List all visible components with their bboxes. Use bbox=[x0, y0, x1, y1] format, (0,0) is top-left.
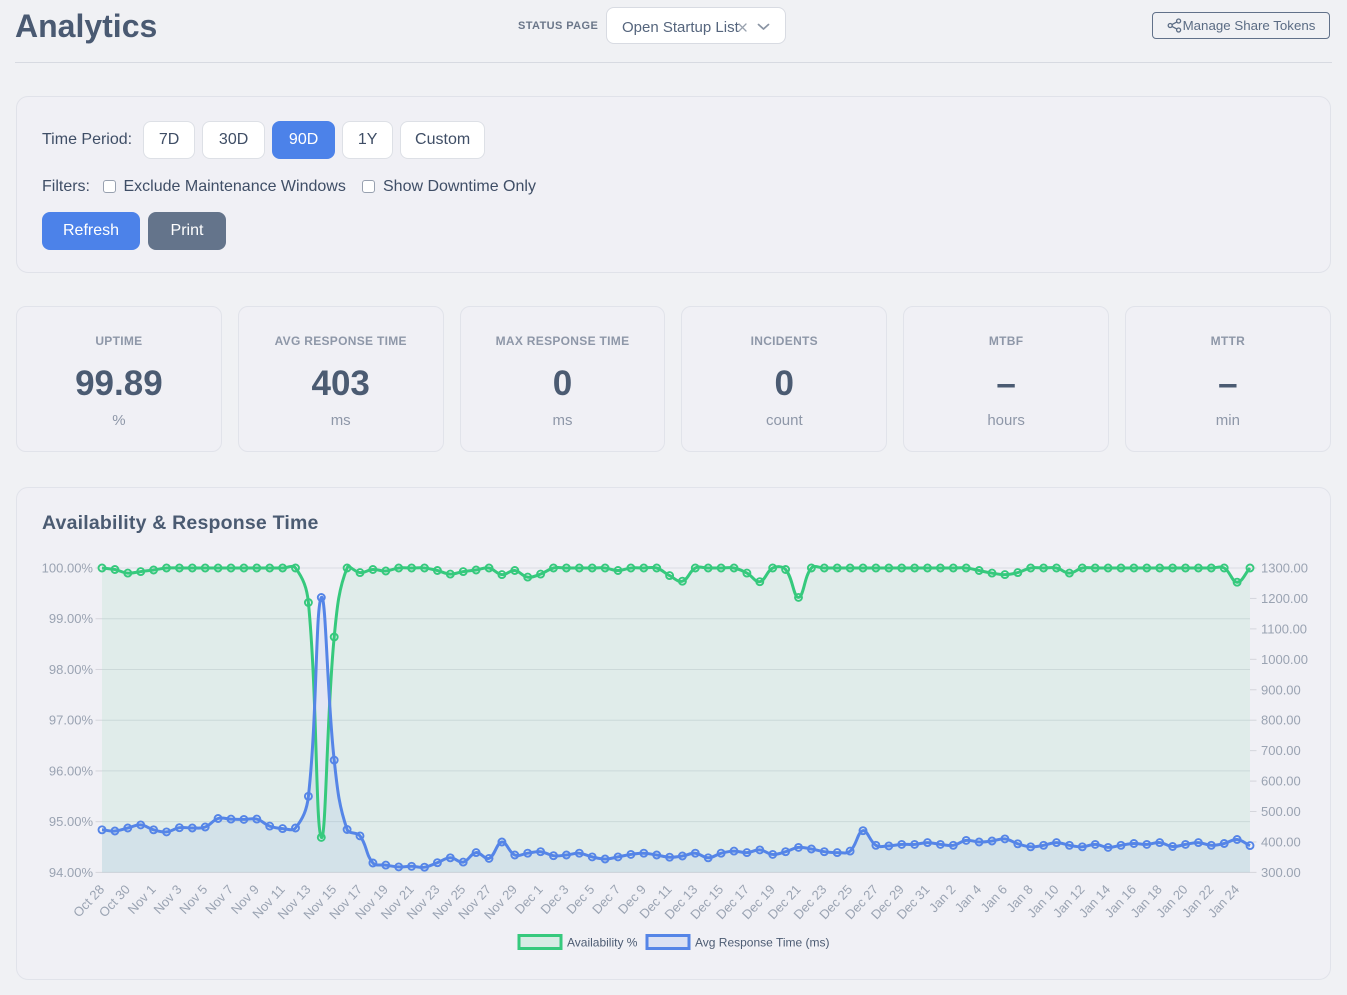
svg-text:600.00: 600.00 bbox=[1261, 774, 1301, 789]
svg-text:Dec 5: Dec 5 bbox=[563, 882, 597, 917]
svg-text:1300.00: 1300.00 bbox=[1261, 561, 1308, 576]
svg-text:800.00: 800.00 bbox=[1261, 713, 1301, 728]
svg-text:Nov 3: Nov 3 bbox=[150, 882, 184, 917]
svg-text:Dec 7: Dec 7 bbox=[589, 882, 623, 917]
svg-text:98.00%: 98.00% bbox=[49, 662, 94, 677]
svg-text:1200.00: 1200.00 bbox=[1261, 591, 1308, 606]
svg-text:900.00: 900.00 bbox=[1261, 682, 1301, 697]
svg-text:400.00: 400.00 bbox=[1261, 835, 1301, 850]
svg-text:96.00%: 96.00% bbox=[49, 763, 94, 778]
svg-text:97.00%: 97.00% bbox=[49, 713, 94, 728]
svg-text:1100.00: 1100.00 bbox=[1261, 621, 1307, 636]
svg-text:700.00: 700.00 bbox=[1261, 743, 1301, 758]
svg-text:500.00: 500.00 bbox=[1261, 804, 1301, 819]
svg-text:95.00%: 95.00% bbox=[49, 814, 94, 829]
svg-text:Jan 6: Jan 6 bbox=[977, 882, 1010, 915]
svg-text:Dec 1: Dec 1 bbox=[512, 882, 546, 917]
svg-text:Nov 1: Nov 1 bbox=[125, 882, 159, 917]
svg-text:100.00%: 100.00% bbox=[42, 561, 94, 576]
svg-text:94.00%: 94.00% bbox=[49, 865, 94, 880]
svg-text:Jan 4: Jan 4 bbox=[952, 882, 985, 915]
svg-text:Avg Response Time (ms): Avg Response Time (ms) bbox=[695, 936, 830, 950]
svg-text:99.00%: 99.00% bbox=[49, 611, 94, 626]
svg-text:Availability %: Availability % bbox=[567, 936, 638, 950]
svg-text:300.00: 300.00 bbox=[1261, 865, 1301, 880]
svg-text:1000.00: 1000.00 bbox=[1261, 652, 1308, 667]
svg-text:Nov 5: Nov 5 bbox=[176, 882, 210, 917]
svg-text:Nov 7: Nov 7 bbox=[202, 882, 236, 917]
svg-text:Dec 3: Dec 3 bbox=[537, 882, 571, 917]
svg-text:Jan 2: Jan 2 bbox=[926, 882, 959, 915]
